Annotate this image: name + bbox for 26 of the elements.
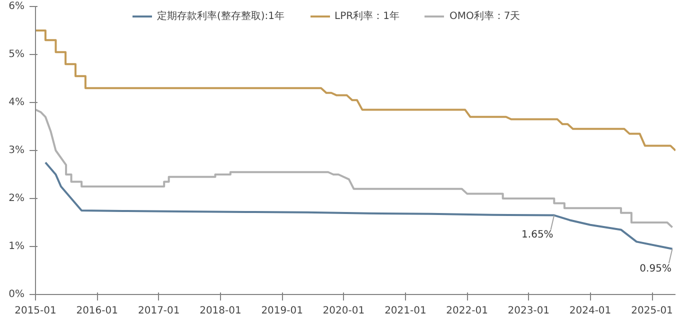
line-series	[36, 30, 676, 152]
legend-label: OMO利率：7天	[449, 10, 520, 23]
y-tick-label: 6%	[8, 1, 25, 12]
y-tick-label: 1%	[8, 241, 25, 252]
y-tick-label: 3%	[8, 145, 25, 156]
legend-label: LPR利率：1年	[334, 10, 400, 23]
line-series	[44, 162, 674, 250]
x-tick-label: 2018-01	[200, 306, 242, 316]
x-tick-label: 2020-01	[322, 306, 365, 316]
x-tick-label: 2022-01	[446, 306, 488, 316]
x-tick-label: 2015-01	[14, 306, 56, 316]
line-series	[36, 108, 674, 228]
x-tick-label: 2019-01	[261, 306, 303, 316]
annotation: 1.65%	[522, 230, 554, 241]
x-tick-label: 2016-01	[76, 306, 118, 316]
y-tick-label: 4%	[8, 97, 25, 108]
y-tick-label: 5%	[8, 49, 25, 60]
y-tick-label: 0%	[8, 289, 25, 300]
legend-label: 定期存款利率(整存整取):1年	[157, 10, 285, 23]
y-tick-label: 2%	[8, 193, 25, 204]
x-tick-label: 2023-01	[508, 306, 550, 316]
annotation: 0.95%	[640, 263, 672, 274]
x-tick-label: 2021-01	[384, 306, 426, 316]
x-tick-label: 2024-01	[569, 306, 612, 316]
x-tick-label: 2025-01	[631, 306, 673, 316]
x-tick-label: 2017-01	[138, 306, 180, 316]
